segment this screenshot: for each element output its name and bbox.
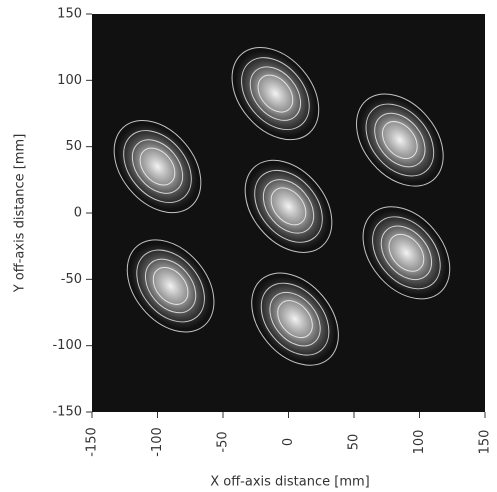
contour	[113, 119, 202, 214]
x-tick-label: 100	[412, 430, 427, 455]
y-tick-label: -50	[61, 272, 82, 287]
x-tick-label: -150	[85, 427, 100, 457]
contour	[144, 258, 197, 314]
y-tick-label: 0	[74, 206, 82, 221]
x-tick-label: 150	[478, 430, 493, 455]
spot	[235, 50, 316, 137]
spot	[130, 243, 211, 329]
contour	[254, 169, 323, 243]
contour	[277, 300, 313, 339]
y-tick-label: -100	[52, 338, 82, 353]
contour	[260, 282, 330, 356]
spot	[359, 97, 441, 183]
spots	[113, 47, 451, 366]
spot	[248, 163, 329, 250]
contour	[139, 147, 176, 186]
y-axis-label: Y off-axis distance [mm]	[13, 134, 28, 294]
contour	[123, 130, 192, 203]
y-tick-label: 50	[65, 139, 82, 154]
contour	[374, 112, 426, 168]
contour	[152, 267, 189, 305]
x-tick-label: 0	[281, 438, 296, 446]
y-tick-label: -150	[52, 405, 82, 420]
contour	[251, 272, 339, 366]
y-tick-label: 150	[57, 7, 82, 22]
contour	[257, 74, 294, 113]
contour	[136, 249, 205, 323]
contour	[362, 206, 451, 300]
contour	[244, 159, 333, 253]
contour	[241, 57, 310, 131]
x-tick-label: -100	[150, 427, 165, 457]
x-tick-label: -50	[216, 431, 231, 452]
contour	[231, 47, 320, 141]
contour	[269, 291, 321, 347]
y-tick-label: 100	[57, 73, 82, 88]
spot	[117, 123, 198, 210]
x-axis-label: X off-axis distance [mm]	[210, 475, 370, 490]
contour	[356, 93, 444, 187]
contour	[388, 233, 425, 272]
contour	[262, 179, 315, 234]
contour	[380, 225, 433, 281]
contour	[249, 66, 302, 121]
spot	[366, 210, 447, 296]
contour	[365, 103, 435, 177]
contour	[270, 187, 307, 226]
x-tick-label: 50	[347, 434, 362, 451]
contour	[131, 139, 184, 194]
contour	[372, 216, 441, 290]
contour	[126, 239, 215, 333]
contour	[382, 121, 418, 159]
spot	[254, 276, 336, 362]
